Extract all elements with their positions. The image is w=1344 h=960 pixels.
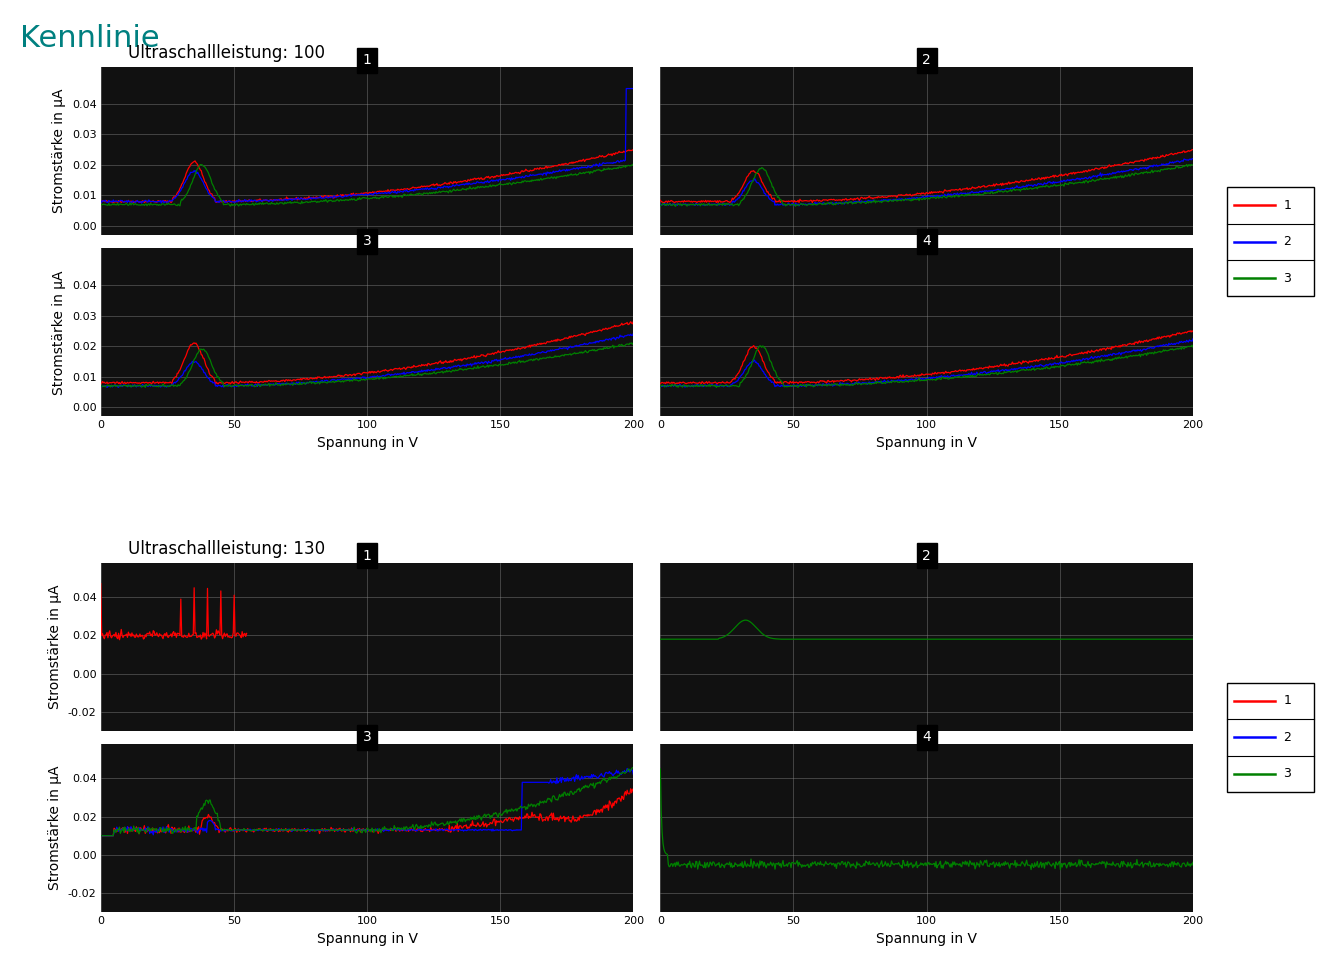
Title: 4: 4 [922, 731, 931, 744]
Y-axis label: Stromstärke in µA: Stromstärke in µA [52, 89, 66, 213]
Y-axis label: Stromstärke in µA: Stromstärke in µA [48, 585, 62, 709]
Text: Ultraschallleistung: 130: Ultraschallleistung: 130 [128, 540, 325, 558]
Text: Ultraschallleistung: 100: Ultraschallleistung: 100 [128, 44, 325, 62]
Title: 4: 4 [922, 234, 931, 249]
Title: 1: 1 [363, 53, 371, 67]
Text: 3: 3 [1284, 767, 1292, 780]
Text: 2: 2 [1284, 235, 1292, 249]
Title: 1: 1 [363, 549, 371, 563]
X-axis label: Spannung in V: Spannung in V [876, 436, 977, 450]
Title: 3: 3 [363, 234, 371, 249]
Text: 2: 2 [1284, 731, 1292, 744]
Title: 3: 3 [363, 731, 371, 744]
Title: 2: 2 [922, 549, 931, 563]
Text: 1: 1 [1284, 694, 1292, 708]
X-axis label: Spannung in V: Spannung in V [317, 932, 418, 946]
X-axis label: Spannung in V: Spannung in V [876, 932, 977, 946]
Text: 1: 1 [1284, 199, 1292, 212]
Title: 2: 2 [922, 53, 931, 67]
X-axis label: Spannung in V: Spannung in V [317, 436, 418, 450]
Y-axis label: Stromstärke in µA: Stromstärke in µA [48, 766, 62, 890]
Text: 3: 3 [1284, 272, 1292, 285]
Y-axis label: Stromstärke in µA: Stromstärke in µA [52, 270, 66, 395]
Text: Kennlinie: Kennlinie [20, 24, 160, 53]
